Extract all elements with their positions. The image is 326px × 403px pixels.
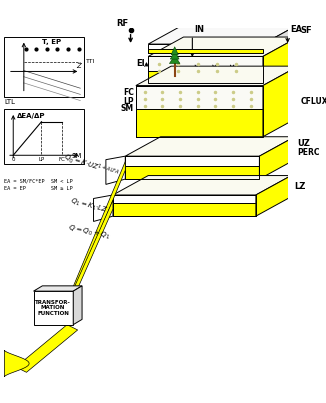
Polygon shape <box>106 156 125 185</box>
Text: EA: EA <box>290 25 303 33</box>
Polygon shape <box>263 66 298 137</box>
Text: FC: FC <box>58 157 65 162</box>
Polygon shape <box>136 66 298 85</box>
Text: RF: RF <box>117 19 129 28</box>
Text: EA = SM/FC*EP  SM < LP: EA = SM/FC*EP SM < LP <box>5 178 73 183</box>
Text: Z: Z <box>76 63 81 69</box>
Text: $Q_0=K{\cdot}UZ^{1+ALFA}$: $Q_0=K{\cdot}UZ^{1+ALFA}$ <box>62 151 121 181</box>
Polygon shape <box>16 325 78 372</box>
Polygon shape <box>170 56 180 64</box>
Polygon shape <box>5 37 84 97</box>
Text: R: R <box>187 149 194 158</box>
Text: SM: SM <box>72 153 82 159</box>
Polygon shape <box>113 204 256 216</box>
Text: PERC: PERC <box>297 148 320 157</box>
Polygon shape <box>71 162 125 302</box>
Text: LP: LP <box>124 98 134 106</box>
Polygon shape <box>148 44 263 53</box>
Text: LZ: LZ <box>294 182 305 191</box>
Polygon shape <box>125 137 295 156</box>
Polygon shape <box>34 291 73 325</box>
Text: UZ: UZ <box>297 139 310 148</box>
Polygon shape <box>5 350 29 377</box>
Polygon shape <box>263 37 298 83</box>
Polygon shape <box>256 176 291 216</box>
Polygon shape <box>5 109 84 164</box>
Polygon shape <box>94 195 113 221</box>
Polygon shape <box>34 286 82 291</box>
Text: FC: FC <box>123 88 134 97</box>
Polygon shape <box>125 166 259 179</box>
Text: LTL: LTL <box>5 99 15 105</box>
Text: LP: LP <box>38 157 45 162</box>
Text: SF: SF <box>301 27 313 35</box>
Text: $Q_1=K_1{\cdot}LZ$: $Q_1=K_1{\cdot}LZ$ <box>69 196 109 216</box>
Polygon shape <box>148 56 263 71</box>
Polygon shape <box>73 286 82 325</box>
Text: 0: 0 <box>11 157 15 162</box>
Text: TTI: TTI <box>86 59 95 64</box>
Polygon shape <box>263 25 298 53</box>
Polygon shape <box>113 195 256 204</box>
Text: T, EP: T, EP <box>42 39 61 45</box>
Polygon shape <box>170 51 179 59</box>
Text: EA = EP        SM ≥ LP: EA = EP SM ≥ LP <box>5 186 73 191</box>
Polygon shape <box>113 176 291 195</box>
Polygon shape <box>148 37 298 56</box>
Polygon shape <box>125 156 259 166</box>
Polygon shape <box>148 25 298 44</box>
Polygon shape <box>171 47 178 55</box>
Text: EI: EI <box>136 59 145 68</box>
Text: CFLUX: CFLUX <box>301 98 326 106</box>
Text: IN: IN <box>194 25 204 33</box>
Polygon shape <box>148 50 263 53</box>
Polygon shape <box>259 137 295 179</box>
Polygon shape <box>148 71 263 83</box>
Polygon shape <box>136 108 263 137</box>
Text: ΔEA/ΔP: ΔEA/ΔP <box>17 113 45 119</box>
Text: $Q=Q_0+Q_1$: $Q=Q_0+Q_1$ <box>67 223 111 242</box>
Polygon shape <box>67 200 113 312</box>
Text: SM: SM <box>121 104 134 113</box>
Polygon shape <box>136 85 263 108</box>
Text: TRANSFOR-
MATION
FUNCTION: TRANSFOR- MATION FUNCTION <box>35 299 71 316</box>
